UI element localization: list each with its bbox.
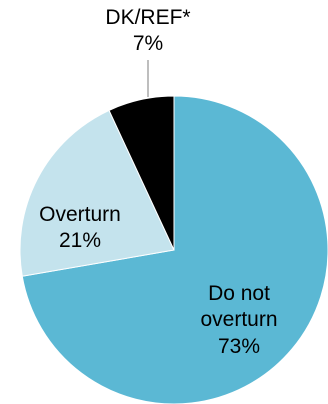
dk-ref-label: DK/REF* [105,6,190,29]
do-not-overturn-slice [21,95,328,404]
overturn-slice [19,109,175,277]
overturn-value-label: 21% [59,229,101,252]
pie-slices [19,95,328,404]
overturn-label: Overturn [39,203,121,226]
do-not-overturn-value-label: 73% [218,335,260,358]
do-not-overturn-label-line2: overturn [200,308,277,331]
do-not-overturn-label-line1: Do not [208,282,270,305]
dk-ref-value-label: 7% [133,32,163,55]
dk-ref-slice [108,95,175,251]
